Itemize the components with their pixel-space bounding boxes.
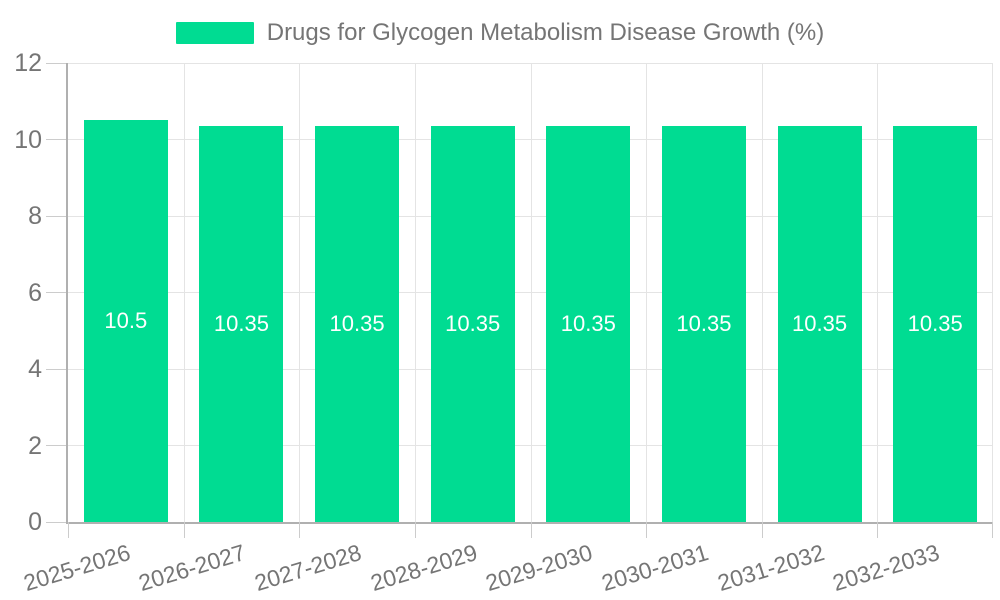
x-axis-tick: [68, 522, 69, 538]
x-tick-label: 2027-2028: [251, 539, 365, 597]
gridline-vertical: [530, 63, 532, 522]
x-tick-label: 2032-2033: [829, 539, 943, 597]
x-axis-tick: [992, 522, 993, 538]
gridline-vertical: [414, 63, 416, 522]
bar[interactable]: 10.35: [546, 126, 631, 522]
y-tick-label: 4: [28, 355, 42, 383]
bar[interactable]: 10.35: [199, 126, 284, 522]
bar-value-label: 10.35: [445, 311, 501, 337]
y-axis-tick: [46, 521, 66, 523]
y-axis-tick: [46, 62, 66, 64]
x-tick-label: 2025-2026: [20, 539, 134, 597]
x-tick-label: 2028-2029: [367, 539, 480, 597]
gridline-vertical: [299, 63, 301, 522]
y-tick-label: 6: [28, 278, 42, 307]
gridline-vertical: [761, 63, 763, 522]
x-tick-label: 2031-2032: [714, 539, 827, 597]
bar-value-label: 10.35: [676, 311, 732, 337]
legend-label[interactable]: Drugs for Glycogen Metabolism Disease Gr…: [266, 19, 825, 46]
x-axis-line: [66, 522, 993, 524]
y-tick-label: 10: [14, 125, 42, 154]
bar-value-label: 10.35: [907, 311, 963, 337]
x-tick-label: 2030-2031: [598, 539, 712, 597]
bar[interactable]: 10.35: [315, 126, 400, 522]
bar-value-label: 10.35: [560, 311, 616, 337]
y-axis-tick: [46, 215, 66, 217]
x-tick-label: 2029-2030: [482, 539, 596, 597]
bar-value-label: 10.35: [792, 311, 848, 337]
x-axis-tick: [877, 522, 879, 538]
bar-value-label: 10.5: [104, 308, 148, 334]
x-axis-tick: [414, 522, 416, 538]
bar-value-label: 10.35: [213, 311, 269, 337]
plot-area: 0 2 4 6 8 10 12 10.5 10.35 10.35 10.35 10.35 10.35 10…: [14, 50, 993, 596]
y-tick-label: 0: [28, 508, 42, 536]
legend[interactable]: Drugs for Glycogen Metabolism Disease Gr…: [0, 19, 1000, 47]
gridline-vertical: [183, 63, 185, 522]
gridline-vertical: [992, 63, 993, 522]
y-axis-tick: [46, 292, 66, 293]
bar[interactable]: 10.35: [430, 126, 515, 522]
x-axis-tick: [761, 522, 763, 538]
gridline-vertical: [646, 63, 648, 522]
x-axis-tick: [183, 522, 185, 538]
y-tick-label: 8: [28, 202, 42, 230]
y-axis-line: [66, 63, 68, 522]
y-axis-tick: [46, 368, 66, 370]
bar[interactable]: 10.35: [777, 126, 862, 522]
bar[interactable]: 10.5: [83, 120, 168, 522]
y-axis-tick: [46, 445, 66, 446]
x-axis-tick: [646, 522, 648, 538]
x-tick-label: 2026-2027: [135, 539, 249, 597]
x-axis-tick: [530, 522, 532, 538]
bar-value-label: 10.35: [329, 311, 385, 337]
y-tick-label: 2: [28, 431, 42, 460]
y-axis-tick: [46, 139, 66, 140]
x-axis-tick: [299, 522, 301, 538]
bar[interactable]: 10.35: [661, 126, 746, 522]
legend-swatch-icon[interactable]: [175, 22, 254, 44]
gridline-vertical: [877, 63, 879, 522]
bar[interactable]: 10.35: [893, 126, 978, 522]
y-tick-label: 12: [14, 49, 42, 77]
